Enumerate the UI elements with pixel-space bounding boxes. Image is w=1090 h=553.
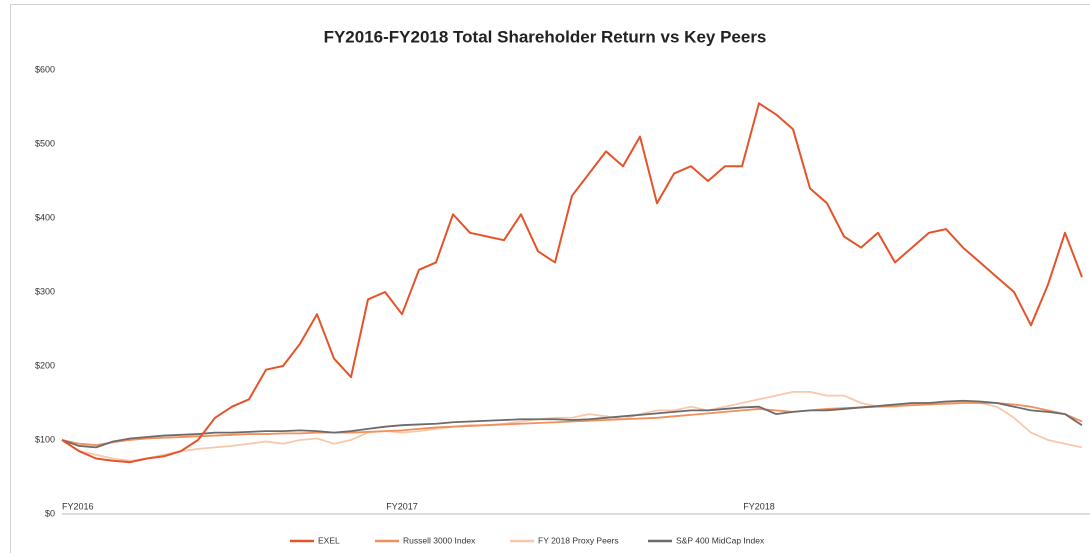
chart-frame bbox=[10, 4, 1090, 553]
y-tick-label: $600 bbox=[35, 64, 55, 74]
y-tick-label: $400 bbox=[35, 212, 55, 222]
y-tick-label: $500 bbox=[35, 138, 55, 148]
legend-label: EXEL bbox=[318, 535, 340, 545]
x-tick-label: FY2017 bbox=[386, 501, 418, 511]
y-tick-label: $100 bbox=[35, 434, 55, 444]
legend-label: FY 2018 Proxy Peers bbox=[538, 535, 619, 545]
x-tick-label: FY2016 bbox=[62, 501, 94, 511]
legend-label: Russell 3000 Index bbox=[403, 535, 476, 545]
y-tick-label: $200 bbox=[35, 360, 55, 370]
line-series bbox=[61, 399, 1083, 449]
line-series bbox=[61, 102, 1083, 464]
y-tick-label: $0 bbox=[45, 508, 55, 518]
x-tick-label: FY2018 bbox=[743, 501, 775, 511]
legend-label: S&P 400 MidCap Index bbox=[676, 535, 765, 545]
chart-title: FY2016-FY2018 Total Shareholder Return v… bbox=[324, 27, 767, 46]
y-tick-label: $300 bbox=[35, 286, 55, 296]
line-series bbox=[61, 402, 1083, 447]
